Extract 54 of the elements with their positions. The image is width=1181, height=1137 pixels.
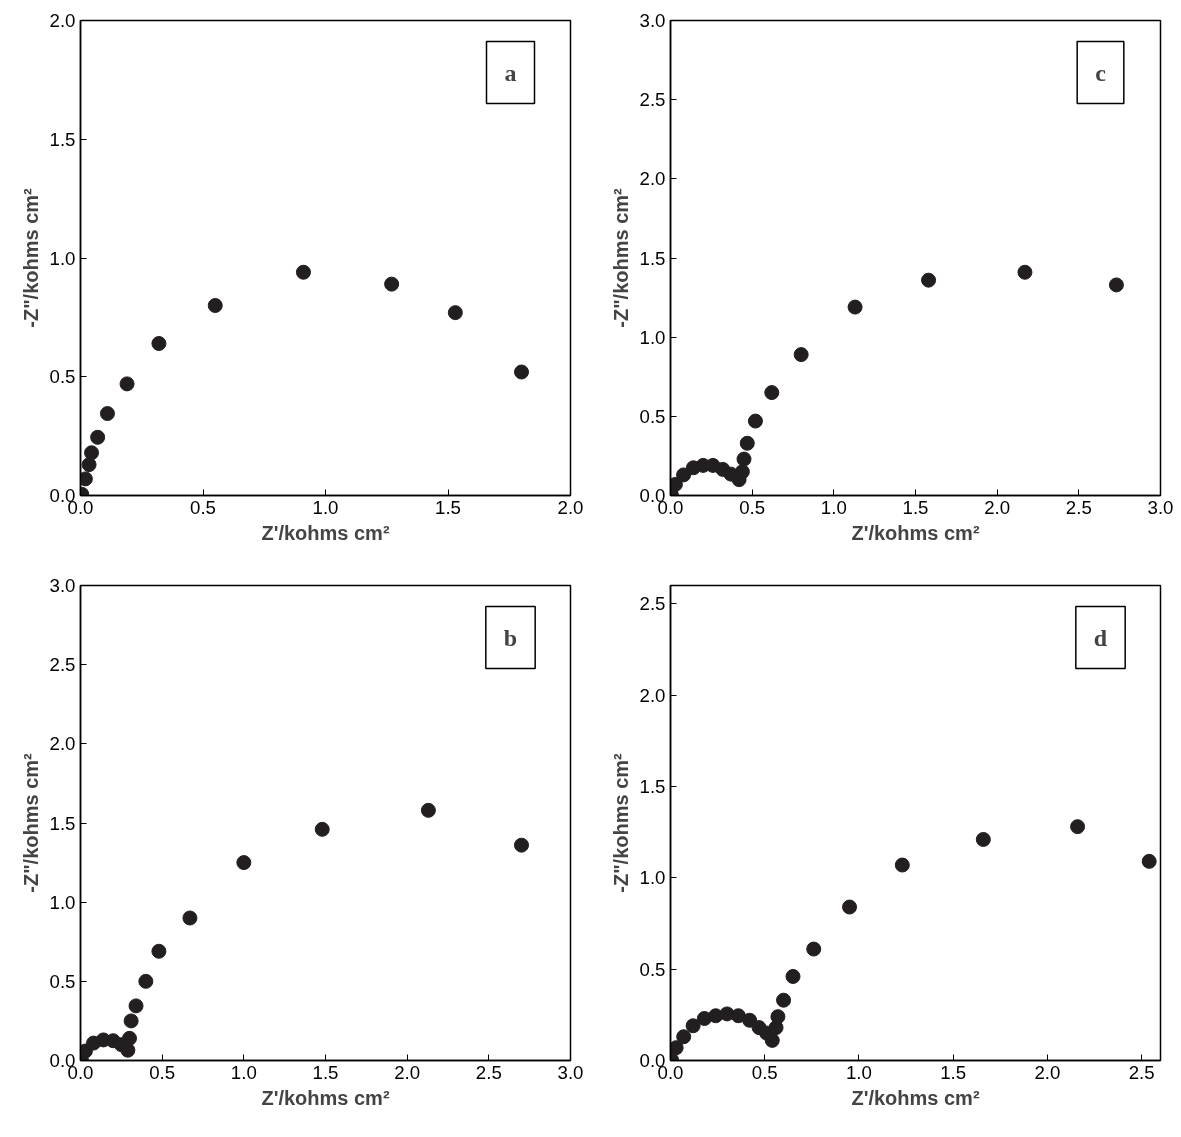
y-tick-label: 0.5	[639, 958, 666, 980]
y-tick-label: 1.0	[639, 867, 666, 889]
y-tick-label: 1.5	[49, 128, 76, 150]
x-axis-title: Z'/kohms cm²	[851, 521, 980, 544]
x-axis-title: Z'/kohms cm²	[261, 1086, 390, 1109]
y-tick-label: 2.0	[639, 168, 666, 190]
x-tick-label: 2.0	[984, 496, 1011, 518]
x-tick-label: 0.5	[751, 1061, 778, 1083]
x-tick-label: 3.0	[557, 1061, 584, 1083]
x-tick-label: 1.5	[312, 1061, 339, 1083]
x-tick-label: 1.0	[312, 496, 339, 518]
annotation: a	[504, 59, 517, 86]
x-tick-label: 0.5	[739, 496, 766, 518]
x-tick-label: 1.0	[230, 1061, 257, 1083]
y-tick-label: 0.5	[49, 366, 76, 388]
x-tick-label: 0.5	[149, 1061, 176, 1083]
x-tick-label: 2.0	[1034, 1061, 1061, 1083]
y-tick-label: 2.0	[49, 733, 76, 755]
y-axis-title: -Z"/kohms cm²	[19, 752, 42, 893]
y-axis-title: -Z"/kohms cm²	[19, 187, 42, 328]
y-tick-label: 3.0	[49, 575, 76, 596]
y-tick-label: 3.0	[639, 10, 666, 31]
x-tick-label: 1.5	[435, 496, 461, 518]
annotation: b	[503, 624, 518, 651]
y-axis-title: -Z"/kohms cm²	[609, 187, 632, 328]
y-tick-label: 1.0	[49, 891, 76, 913]
y-tick-label: 1.5	[639, 247, 666, 269]
x-tick-label: 1.0	[845, 1061, 872, 1083]
x-tick-label: 2.0	[557, 496, 584, 518]
x-axis-title: Z'/kohms cm²	[261, 521, 390, 544]
annotation: d	[1093, 624, 1108, 651]
y-tick-label: 2.5	[639, 89, 666, 111]
x-tick-label: 2.5	[475, 1061, 502, 1083]
x-tick-label: 3.0	[1147, 496, 1174, 518]
y-tick-label: 1.5	[49, 812, 76, 834]
y-tick-label: 1.0	[49, 247, 76, 269]
y-tick-label: 2.5	[49, 654, 76, 676]
x-tick-label: 2.5	[1128, 1061, 1155, 1083]
x-tick-label: 1.5	[940, 1061, 967, 1083]
x-tick-label: 1.0	[820, 496, 847, 518]
y-tick-label: 2.0	[49, 10, 76, 31]
x-tick-label: 0.5	[190, 496, 216, 518]
x-tick-label: 1.5	[902, 496, 929, 518]
y-tick-label: 2.0	[639, 684, 666, 706]
y-tick-label: 1.5	[639, 775, 666, 797]
y-axis-title: -Z"/kohms cm²	[609, 752, 632, 893]
y-tick-label: 0.5	[49, 970, 76, 992]
y-tick-label: 2.5	[639, 593, 666, 615]
x-tick-label: 2.0	[394, 1061, 421, 1083]
y-tick-label: 1.0	[639, 326, 666, 348]
annotation: c	[1095, 59, 1107, 86]
x-axis-title: Z'/kohms cm²	[851, 1086, 980, 1109]
x-tick-label: 2.5	[1065, 496, 1092, 518]
y-tick-label: 0.5	[639, 405, 666, 427]
